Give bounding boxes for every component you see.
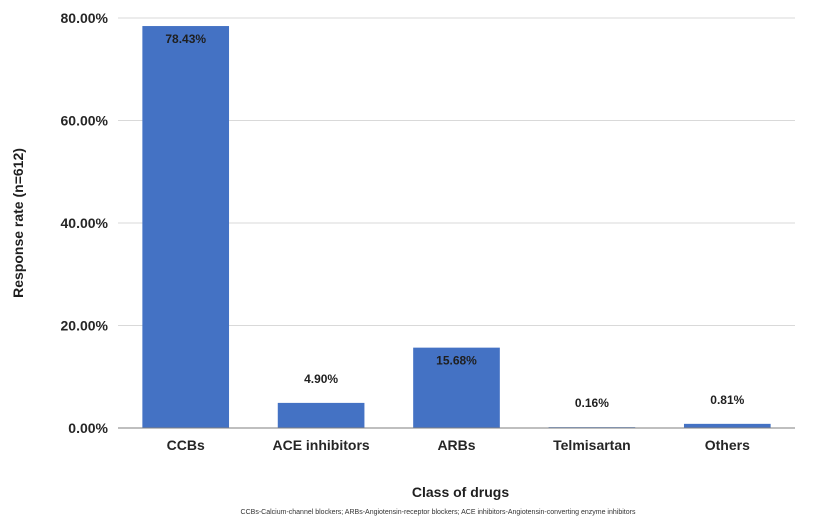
data-label: 0.16%	[575, 396, 609, 410]
chart-footnote: CCBs-Calcium-channel blockers; ARBs-Angi…	[241, 509, 636, 516]
y-tick-label: 40.00%	[61, 215, 109, 231]
y-tick-label: 20.00%	[61, 318, 109, 334]
bars	[142, 26, 771, 428]
bar-4	[683, 423, 771, 428]
bar-2	[413, 347, 500, 428]
category-label: Others	[705, 437, 750, 453]
y-tick-label: 60.00%	[61, 113, 109, 129]
bar-0	[142, 26, 230, 428]
data-label: 0.81%	[710, 393, 744, 407]
y-axis-ticks: 0.00% 20.00% 40.00% 60.00% 80.00%	[61, 10, 109, 436]
category-label: Telmisartan	[553, 437, 631, 453]
data-label: 4.90%	[304, 372, 338, 386]
y-axis-title: Response rate (n=612)	[10, 148, 26, 298]
x-axis-title: Class of drugs	[412, 484, 509, 500]
category-label: ACE inhibitors	[272, 437, 369, 453]
data-labels: 78.43% 4.90% 15.68% 0.16% 0.81%	[165, 32, 744, 410]
bar-1	[277, 402, 365, 428]
data-label: 78.43%	[165, 32, 206, 46]
category-label: CCBs	[167, 437, 205, 453]
data-label: 15.68%	[436, 354, 477, 368]
x-axis-categories: CCBs ACE inhibitors ARBs Telmisartan Others	[167, 437, 750, 453]
y-tick-label: 80.00%	[61, 10, 109, 26]
y-tick-label: 0.00%	[68, 420, 108, 436]
gridlines	[118, 17, 795, 326]
category-label: ARBs	[437, 437, 475, 453]
